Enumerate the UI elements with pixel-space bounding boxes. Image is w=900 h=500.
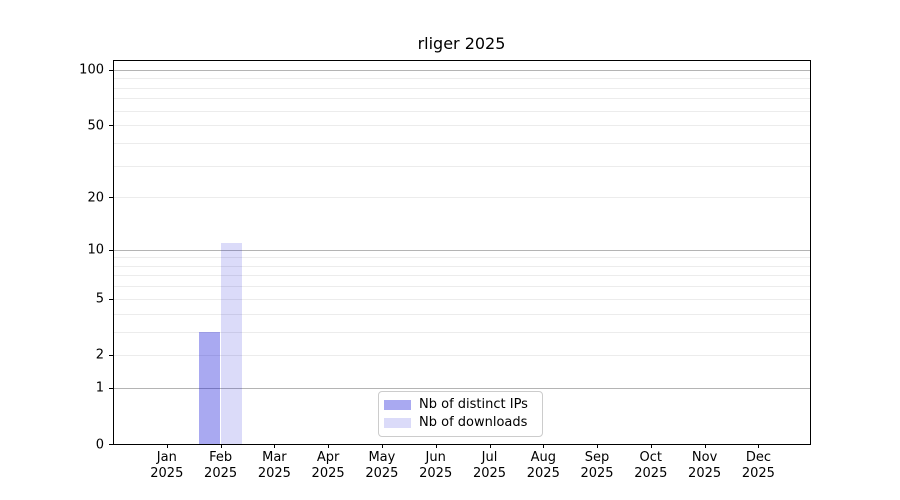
x-tick-label-month: Dec <box>745 450 771 465</box>
x-tick-label-year: 2025 <box>688 466 722 481</box>
bottom-spine <box>113 444 811 445</box>
major-gridline <box>113 69 810 71</box>
x-tick-label: Apr 2025 <box>296 450 360 482</box>
minor-gridline <box>113 331 810 333</box>
x-tick-label-month: Feb <box>209 450 233 465</box>
x-tick-label: May 2025 <box>350 450 414 482</box>
y-tick-mark <box>109 125 113 127</box>
plot-area <box>113 60 810 444</box>
legend-swatch-distinct-ips <box>384 400 411 410</box>
legend-swatch-downloads <box>384 418 411 428</box>
x-tick-mark <box>328 444 330 448</box>
x-tick-label: Sep 2025 <box>565 450 629 482</box>
x-tick-mark <box>489 444 491 448</box>
x-tick-label-year: 2025 <box>204 466 238 481</box>
minor-gridline <box>113 78 810 80</box>
bar-distinct-ips-feb <box>198 331 220 444</box>
x-tick-mark <box>650 444 652 448</box>
x-tick-label-year: 2025 <box>741 466 775 481</box>
top-spine <box>113 60 811 61</box>
x-tick-label-year: 2025 <box>580 466 614 481</box>
x-tick-label-year: 2025 <box>419 466 453 481</box>
minor-gridline <box>113 110 810 112</box>
y-tick-mark <box>109 354 113 356</box>
x-tick-label-year: 2025 <box>150 466 184 481</box>
x-tick-label-year: 2025 <box>472 466 507 481</box>
x-tick-label: Oct 2025 <box>619 450 683 482</box>
x-tick-mark <box>166 444 168 448</box>
x-tick-mark <box>704 444 706 448</box>
y-tick-mark <box>109 249 113 251</box>
major-gridline <box>113 249 810 251</box>
x-tick-label-year: 2025 <box>257 466 291 481</box>
x-tick-label-month: Apr <box>316 450 340 465</box>
x-tick-label: Mar 2025 <box>242 450 306 482</box>
minor-gridline <box>113 165 810 167</box>
x-tick-label-month: Oct <box>639 450 663 465</box>
x-tick-label-month: Jun <box>425 450 446 465</box>
bar-downloads-feb <box>220 242 242 444</box>
x-tick-label-year: 2025 <box>634 466 668 481</box>
y-tick-label: 2 <box>95 347 104 363</box>
chart-title: rliger 2025 <box>417 34 506 53</box>
legend: Nb of distinct IPs Nb of downloads <box>378 391 543 437</box>
x-tick-label: Jul 2025 <box>458 450 522 482</box>
x-tick-label: Nov 2025 <box>673 450 737 482</box>
y-tick-label: 100 <box>79 62 104 78</box>
minor-gridline <box>113 197 810 199</box>
x-tick-label-month: Mar <box>262 450 287 465</box>
x-tick-label-month: Jul <box>481 450 498 465</box>
left-spine <box>113 60 114 445</box>
x-tick-mark <box>274 444 276 448</box>
x-tick-label-year: 2025 <box>311 466 345 481</box>
x-tick-label-year: 2025 <box>526 466 560 481</box>
legend-label-downloads: Nb of downloads <box>419 415 528 430</box>
y-tick-label: 50 <box>87 118 104 134</box>
minor-gridline <box>113 142 810 144</box>
minor-gridline <box>113 265 810 267</box>
y-tick-mark <box>109 197 113 199</box>
minor-gridline <box>113 87 810 89</box>
x-tick-mark <box>597 444 598 448</box>
major-gridline <box>113 387 810 389</box>
x-tick-label-year: 2025 <box>365 466 399 481</box>
x-tick-mark <box>381 444 383 448</box>
x-tick-label-month: Nov <box>691 450 718 465</box>
y-tick-label: 0 <box>95 437 104 452</box>
minor-gridline <box>113 275 810 277</box>
x-tick-label-month: Sep <box>584 450 610 465</box>
minor-gridline <box>113 98 810 100</box>
x-tick-mark <box>435 444 437 448</box>
right-spine <box>810 60 811 445</box>
x-tick-label: Jun 2025 <box>404 450 468 482</box>
x-tick-label: Feb 2025 <box>189 450 253 482</box>
minor-gridline <box>113 313 810 315</box>
minor-gridline <box>113 257 810 259</box>
legend-item-distinct-ips: Nb of distinct IPs <box>384 398 542 412</box>
minor-gridline <box>113 286 810 288</box>
x-tick-mark <box>543 444 545 448</box>
minor-gridline <box>113 354 810 356</box>
y-tick-mark <box>109 298 113 300</box>
x-tick-label: Aug 2025 <box>511 450 575 482</box>
x-tick-label-month: Jan <box>156 450 177 465</box>
x-tick-label-month: Aug <box>530 450 556 465</box>
y-tick-label: 5 <box>95 291 104 307</box>
x-tick-label: Dec 2025 <box>726 450 790 482</box>
legend-item-downloads: Nb of downloads <box>384 416 542 430</box>
y-tick-label: 20 <box>87 190 104 206</box>
y-tick-mark <box>109 387 113 389</box>
y-tick-mark <box>109 69 113 71</box>
x-tick-mark <box>220 444 222 448</box>
y-tick-label: 10 <box>87 242 104 258</box>
x-tick-label-month: May <box>368 450 396 465</box>
minor-gridline <box>113 125 810 127</box>
x-tick-label: Jan 2025 <box>135 450 199 482</box>
minor-gridline <box>113 298 810 300</box>
y-tick-mark <box>109 444 113 445</box>
x-tick-mark <box>758 444 760 448</box>
legend-label-distinct-ips: Nb of distinct IPs <box>419 397 528 412</box>
y-tick-label: 1 <box>95 380 104 396</box>
